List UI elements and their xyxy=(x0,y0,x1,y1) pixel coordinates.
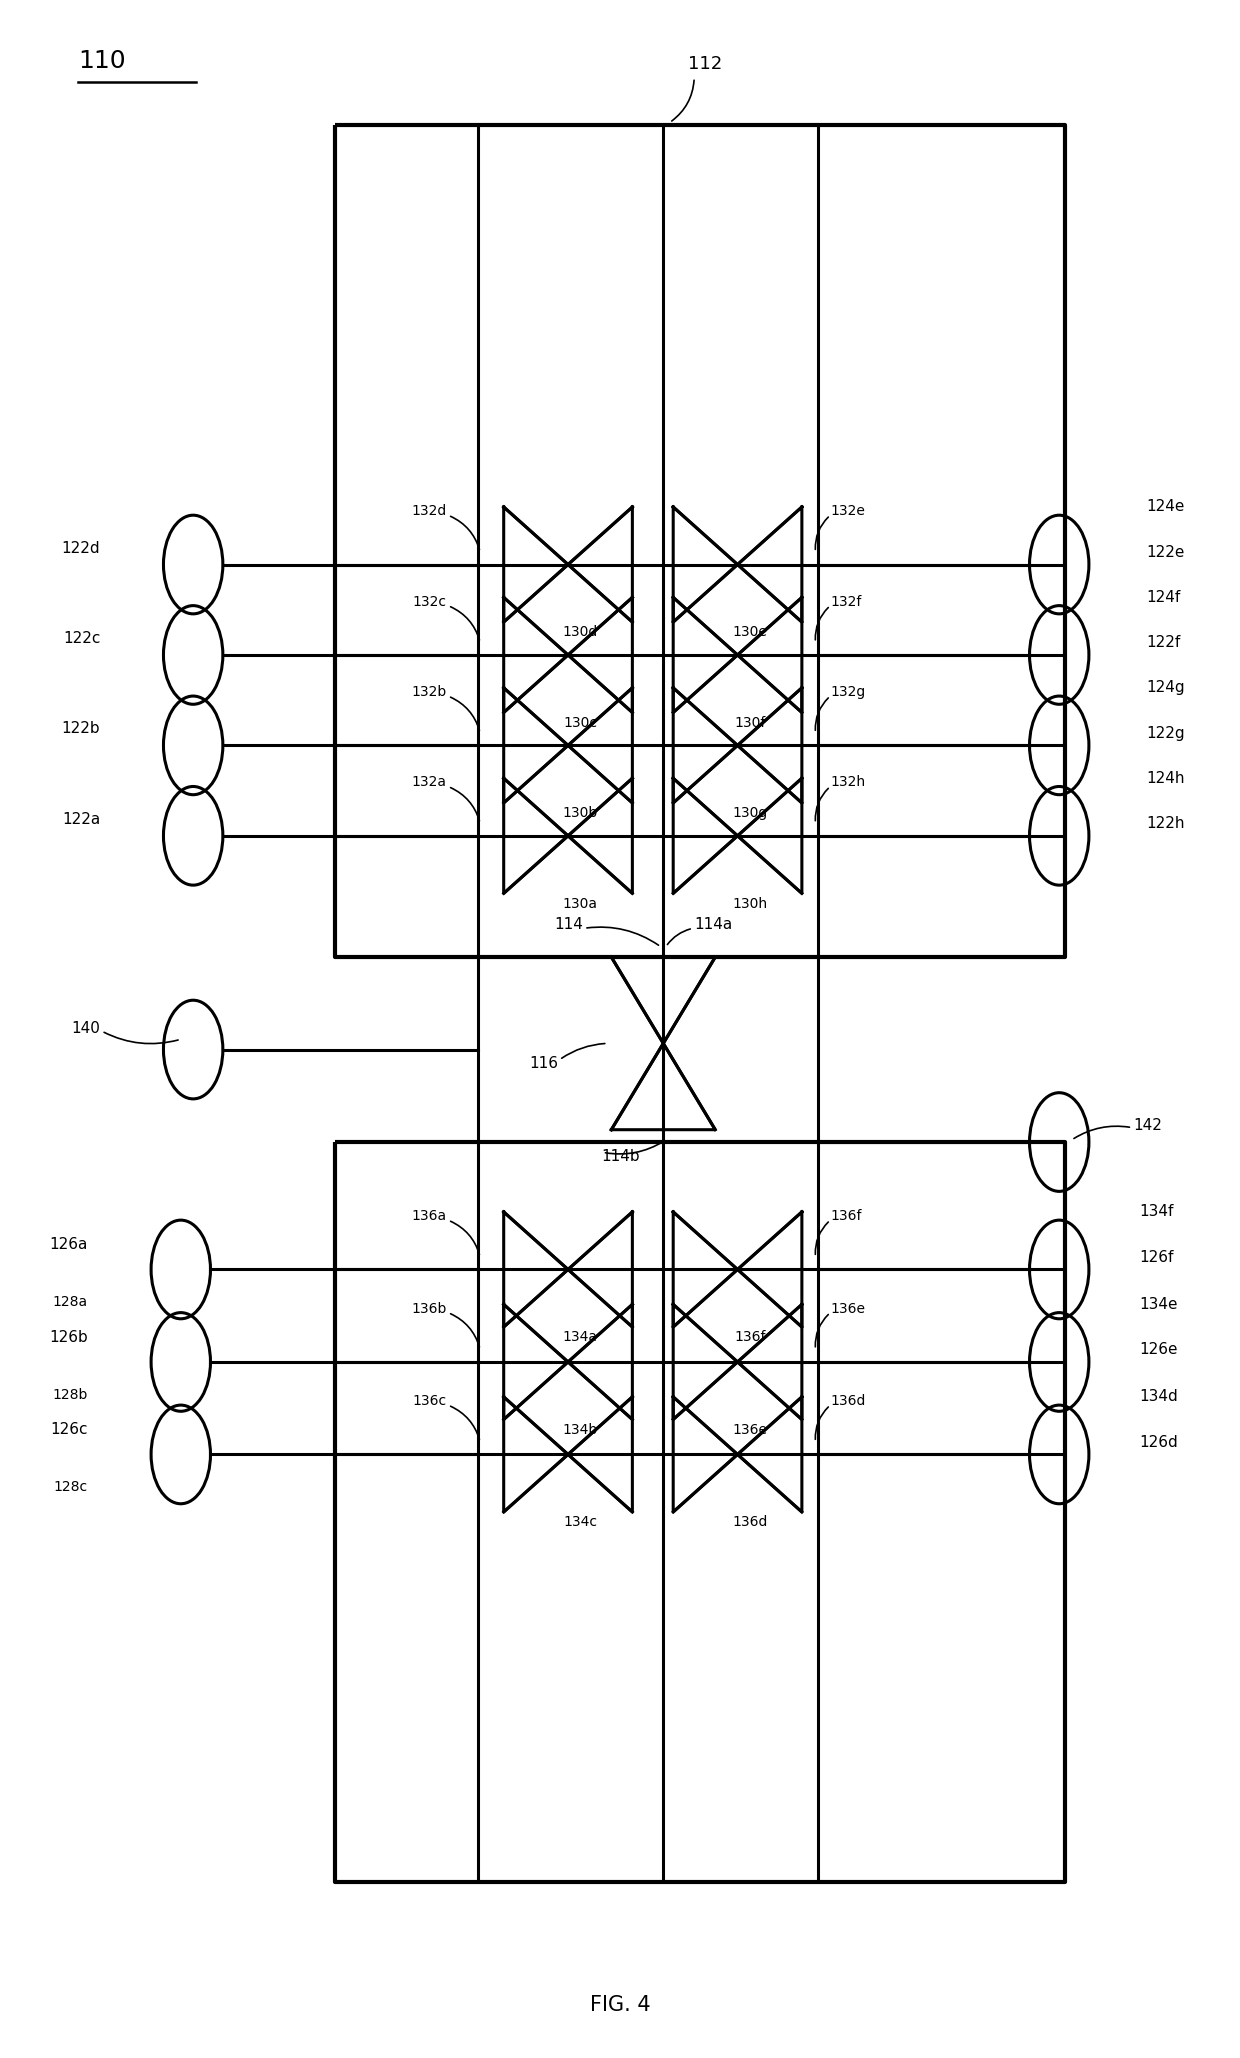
Text: 136f: 136f xyxy=(734,1329,765,1344)
Text: 130c: 130c xyxy=(563,716,598,731)
Text: 132g: 132g xyxy=(831,685,866,700)
Text: 132c: 132c xyxy=(413,595,446,609)
Text: 122b: 122b xyxy=(62,722,100,737)
Text: 132f: 132f xyxy=(831,595,862,609)
Text: 122g: 122g xyxy=(1146,726,1184,741)
Text: 130d: 130d xyxy=(563,626,598,640)
Text: 140: 140 xyxy=(72,1021,100,1037)
Text: 122f: 122f xyxy=(1146,636,1180,650)
Text: 132e: 132e xyxy=(831,504,866,519)
Text: 136c: 136c xyxy=(413,1393,446,1408)
Text: 128b: 128b xyxy=(52,1387,88,1401)
Text: 132a: 132a xyxy=(412,776,446,790)
Text: 136f: 136f xyxy=(831,1208,862,1222)
Text: FIG. 4: FIG. 4 xyxy=(590,1994,650,2015)
Text: 114a: 114a xyxy=(694,916,733,932)
Text: 124h: 124h xyxy=(1146,772,1184,786)
Text: 128a: 128a xyxy=(53,1294,88,1309)
Text: 124e: 124e xyxy=(1146,500,1184,514)
Text: 130b: 130b xyxy=(563,807,598,821)
Text: 132h: 132h xyxy=(831,776,866,790)
Text: 110: 110 xyxy=(78,49,125,74)
Text: 126c: 126c xyxy=(51,1422,88,1436)
Text: 136e: 136e xyxy=(733,1422,768,1436)
Text: 112: 112 xyxy=(688,56,722,74)
Text: 134e: 134e xyxy=(1140,1297,1178,1311)
Text: 114: 114 xyxy=(554,916,583,932)
Text: 142: 142 xyxy=(1133,1117,1162,1134)
Text: 122d: 122d xyxy=(62,541,100,556)
Text: 124f: 124f xyxy=(1146,591,1180,605)
Text: 130f: 130f xyxy=(734,716,765,731)
Text: 130g: 130g xyxy=(733,807,768,821)
Text: 124g: 124g xyxy=(1146,681,1184,696)
Text: 122e: 122e xyxy=(1146,545,1184,560)
Text: 134f: 134f xyxy=(1140,1204,1174,1220)
Text: 132b: 132b xyxy=(412,685,446,700)
Text: 122c: 122c xyxy=(63,632,100,646)
Text: 116: 116 xyxy=(529,1056,558,1072)
Text: 126d: 126d xyxy=(1140,1434,1178,1449)
Text: 122a: 122a xyxy=(62,811,100,827)
Text: 130a: 130a xyxy=(563,897,598,910)
Text: 134c: 134c xyxy=(563,1515,598,1529)
Text: 126b: 126b xyxy=(50,1329,88,1344)
Text: 126f: 126f xyxy=(1140,1249,1174,1264)
Text: 134d: 134d xyxy=(1140,1389,1178,1404)
Text: 122h: 122h xyxy=(1146,815,1184,831)
Text: 136e: 136e xyxy=(831,1301,866,1315)
Text: 136d: 136d xyxy=(733,1515,768,1529)
Text: 136d: 136d xyxy=(831,1393,866,1408)
Text: 126a: 126a xyxy=(50,1237,88,1253)
Text: 128c: 128c xyxy=(53,1480,88,1494)
Text: 126e: 126e xyxy=(1140,1342,1178,1356)
Text: 130h: 130h xyxy=(733,897,768,910)
Text: 134b: 134b xyxy=(563,1422,598,1436)
Text: 136a: 136a xyxy=(412,1208,446,1222)
Text: 136b: 136b xyxy=(412,1301,446,1315)
Text: 130e: 130e xyxy=(733,626,768,640)
Text: 114b: 114b xyxy=(601,1148,640,1165)
Text: 134a: 134a xyxy=(563,1329,598,1344)
Text: 132d: 132d xyxy=(412,504,446,519)
